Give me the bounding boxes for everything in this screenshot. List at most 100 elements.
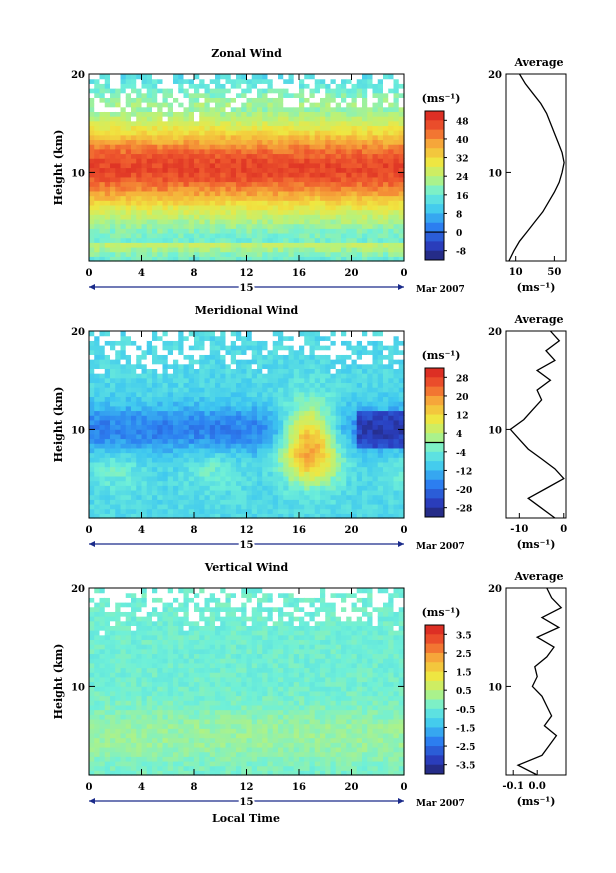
heatmap-cell (152, 354, 158, 360)
heatmap-cell (372, 176, 379, 183)
heatmap-cell (314, 251, 321, 257)
heatmap-cell (199, 475, 206, 482)
heatmap-cell (377, 345, 384, 351)
heatmap-cell (194, 223, 200, 229)
heatmap-cell (194, 111, 200, 117)
heatmap-cell (325, 74, 332, 80)
heatmap-cell (304, 242, 311, 248)
heatmap-cell (267, 83, 274, 89)
heatmap-cell (167, 433, 174, 440)
heatmap-cell (299, 410, 305, 416)
heatmap-cell (383, 256, 389, 262)
heatmap-cell (152, 204, 158, 211)
heatmap-cell (157, 373, 164, 379)
heatmap-cell (220, 209, 227, 215)
heatmap-cell (293, 176, 300, 183)
heatmap-cell (110, 508, 116, 514)
heatmap-cell (110, 83, 116, 89)
heatmap-cell (146, 335, 153, 341)
heatmap-cell (325, 503, 332, 510)
heatmap-cell (278, 251, 284, 257)
heatmap-cell (272, 401, 279, 407)
heatmap-cell (215, 232, 221, 239)
heatmap-cell (325, 415, 332, 421)
heatmap-cell (131, 144, 137, 150)
heatmap-cell (257, 116, 263, 122)
heatmap-cell (236, 471, 242, 477)
heatmap-cell (288, 153, 295, 159)
heatmap-cell (398, 419, 405, 426)
heatmap-cell (131, 148, 137, 155)
heatmap-cell (335, 218, 342, 225)
heatmap-cell (199, 223, 206, 229)
heatmap-cell (125, 443, 132, 449)
heatmap-cell (125, 74, 132, 80)
heatmap-cell (393, 200, 400, 206)
heatmap-cell (125, 125, 132, 131)
heatmap-cell (89, 485, 95, 491)
heatmap-cell (167, 209, 174, 215)
heatmap-cell (330, 349, 337, 355)
heatmap-cell (199, 401, 206, 407)
heatmap-cell (209, 335, 216, 341)
heatmap-cell (215, 223, 221, 229)
heatmap-cell (141, 508, 148, 514)
heatmap-cell (89, 237, 95, 243)
heatmap-cell (220, 130, 227, 136)
heatmap-cell (309, 223, 316, 229)
heatmap-cell (283, 130, 290, 136)
heatmap-cell (325, 172, 332, 178)
heatmap-cell (330, 340, 337, 346)
heatmap-cell (183, 92, 190, 98)
heatmap-cell (120, 78, 127, 84)
heatmap-cell (377, 148, 384, 155)
heatmap-cell (367, 335, 374, 341)
heatmap-cell (288, 172, 295, 178)
heatmap-cell (194, 489, 200, 496)
heatmap-cell (330, 359, 337, 365)
heatmap-cell (293, 232, 300, 239)
heatmap-cell (299, 485, 305, 491)
heatmap-cell (351, 111, 358, 117)
heatmap-cell (398, 382, 405, 388)
heatmap-cell (362, 242, 368, 248)
heatmap-cell (236, 237, 242, 243)
heatmap-cell (304, 447, 311, 454)
heatmap-cell (136, 237, 143, 243)
heatmap-cell (162, 480, 169, 486)
heatmap-cell (125, 391, 132, 398)
heatmap-cell (136, 144, 143, 150)
heatmap-cell (209, 102, 216, 108)
heatmap-cell (241, 349, 248, 355)
heatmap-cell (115, 125, 122, 131)
heatmap-cell (283, 144, 290, 150)
heatmap-cell (230, 475, 237, 482)
heatmap-cell (152, 167, 158, 173)
colorbar-tick-label: 8 (456, 210, 462, 220)
heatmap-cell (288, 106, 295, 112)
heatmap-cell (173, 461, 179, 468)
heatmap-cell (204, 443, 211, 449)
heatmap-cell (136, 354, 143, 360)
heatmap-cell (377, 489, 384, 496)
heatmap-cell (209, 111, 216, 117)
heatmap-cell (320, 489, 326, 496)
heatmap-cell (157, 111, 164, 117)
heatmap-cell (393, 148, 400, 155)
heatmap-cell (220, 513, 227, 519)
heatmap-cell (304, 214, 311, 220)
heatmap-cell (141, 340, 148, 346)
heatmap-cell (146, 461, 153, 468)
colorbar-segment (425, 148, 444, 159)
heatmap-cell (372, 433, 379, 440)
heatmap-cell (341, 494, 347, 500)
heatmap-cell (314, 429, 321, 435)
colorbar-segment (425, 386, 444, 397)
heatmap-cell (320, 387, 326, 393)
heatmap-cell (272, 223, 279, 229)
heatmap-cell (236, 214, 242, 220)
heatmap-cell (209, 209, 216, 215)
heatmap-cell (272, 499, 279, 505)
heatmap-cell (293, 167, 300, 173)
heatmap-cell (314, 158, 321, 164)
